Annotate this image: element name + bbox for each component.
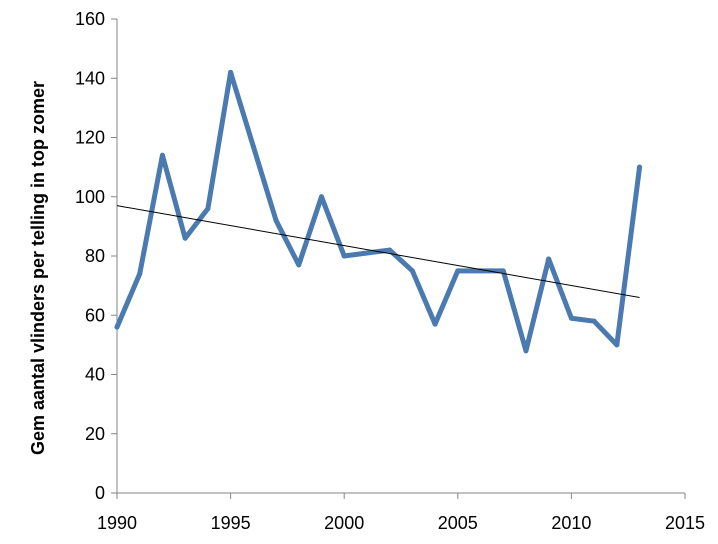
data-point [273,217,279,223]
y-axis-title: Gem aantal vlinders per telling in top z… [28,81,48,455]
series-layer [114,69,643,354]
x-tick-label: 2010 [551,513,591,533]
y-axis-ticks: 0 20 40 60 80 100 120 140 160 [75,9,117,503]
y-tick-label: 100 [75,187,105,207]
data-point [546,256,552,262]
y-tick-label: 140 [75,68,105,88]
data-point [318,194,324,200]
y-tick-label: 160 [75,9,105,29]
y-tick-label: 120 [75,128,105,148]
data-point [159,152,165,158]
data-point [296,262,302,268]
y-tick-label: 20 [85,424,105,444]
y-tick-label: 40 [85,365,105,385]
data-point [114,324,120,330]
data-point [432,321,438,327]
data-point [409,268,415,274]
x-tick-label: 2015 [665,513,705,533]
series-line-0 [114,69,643,354]
x-tick-label: 1995 [211,513,251,533]
trendline-layer [116,205,640,298]
data-point [523,348,529,354]
data-point [137,271,143,277]
x-tick-label: 1990 [97,513,137,533]
data-point [250,143,256,149]
data-point [614,342,620,348]
y-tick-label: 0 [95,483,105,503]
data-point [387,247,393,253]
data-point [228,69,234,75]
data-point [341,253,347,259]
x-axis-ticks: 1990 1995 2000 2005 2010 2015 [97,493,705,533]
x-tick-label: 2000 [324,513,364,533]
data-point [500,268,506,274]
data-point [182,235,188,241]
x-tick-label: 2005 [438,513,478,533]
data-point [205,206,211,212]
data-point [637,164,643,170]
y-tick-label: 80 [85,246,105,266]
data-point [455,268,461,274]
trendline [116,205,640,298]
data-point [568,315,574,321]
data-point [364,250,370,256]
data-point [591,318,597,324]
y-tick-label: 60 [85,305,105,325]
